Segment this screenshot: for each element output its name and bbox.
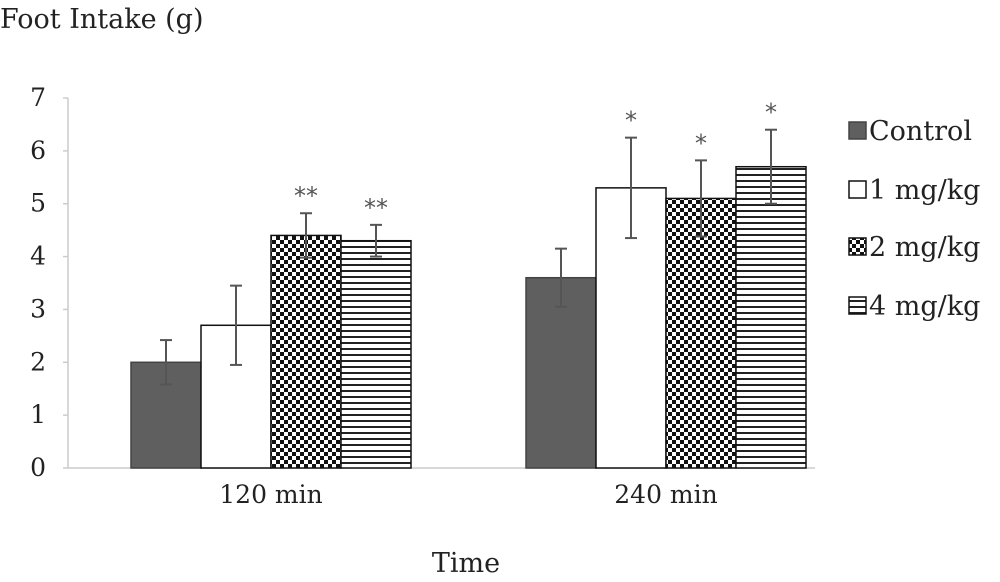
y-tick-label: 0 — [30, 453, 46, 482]
significance-marker: * — [625, 107, 637, 135]
legend-label: Control — [869, 116, 972, 147]
y-tick-label: 7 — [30, 83, 46, 112]
significance-marker: ** — [364, 194, 388, 222]
y-ticks: 0 1 2 3 4 5 6 7 — [30, 83, 68, 482]
y-tick-label: 6 — [30, 136, 46, 165]
legend-label: 4 mg/kg — [869, 291, 980, 322]
bars: ** ***** — [130, 99, 807, 469]
x-axis-label: Time — [432, 548, 500, 579]
significance-marker: * — [695, 129, 707, 157]
x-category-label: 240 min — [614, 480, 717, 509]
bar-4-mg-kg-120-min — [340, 239, 412, 469]
legend: Control 1 mg/kg 2 mg/kg 4 mg/kg — [848, 116, 980, 322]
bar-1-mg-kg-120-min — [200, 324, 272, 469]
bar-control-240-min — [525, 276, 597, 469]
bar-4-mg-kg-240-min — [735, 165, 807, 469]
x-category-label: 120 min — [219, 480, 322, 509]
legend-label: 2 mg/kg — [869, 232, 980, 263]
y-tick-label: 4 — [30, 242, 46, 271]
y-tick-label: 5 — [30, 189, 46, 218]
legend-swatch — [848, 180, 867, 199]
y-tick-label: 2 — [30, 347, 46, 376]
legend-swatch — [848, 121, 867, 140]
legend-label: 1 mg/kg — [869, 175, 980, 206]
y-tick-label: 1 — [30, 400, 46, 429]
y-axis-label: Foot Intake (g) — [0, 4, 203, 35]
y-tick-label: 3 — [30, 294, 46, 323]
significance-marker: * — [765, 99, 777, 127]
category-labels: 120 min 240 min — [219, 480, 717, 509]
bar-2-mg-kg-240-min — [665, 197, 737, 469]
legend-swatch — [848, 237, 867, 256]
significance-marker: ** — [294, 182, 318, 210]
legend-swatch — [848, 296, 867, 315]
bar-2-mg-kg-120-min — [270, 234, 342, 469]
